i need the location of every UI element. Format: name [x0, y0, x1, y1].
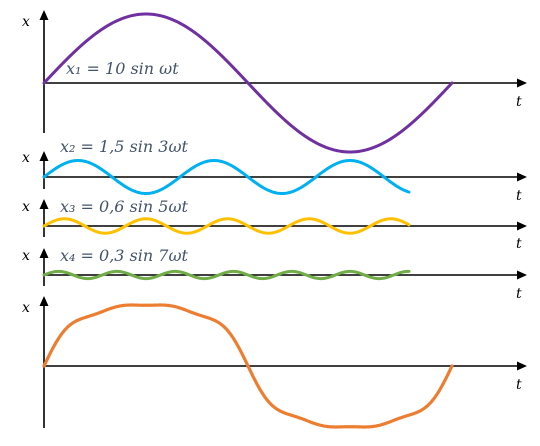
x-axis-arrow-2 — [39, 151, 49, 161]
x-axis-label-5: x — [22, 300, 30, 316]
curve-x2 — [42, 159, 411, 195]
equation-x2: x₂ = 1,5 sin 3ωt — [60, 137, 188, 156]
panel-x4: x t x₄ = 0,3 sin 7ωt — [22, 246, 527, 302]
equation-x4: x₄ = 0,3 sin 7ωt — [60, 246, 188, 265]
t-axis-label-2: t — [516, 188, 522, 204]
x-axis-label-1: x — [22, 14, 30, 30]
t-axis-label-3: t — [516, 236, 522, 252]
curve-x4 — [42, 269, 411, 281]
panel-x3: x t x₃ = 0,6 sin 5ωt — [22, 197, 527, 252]
t-axis-arrow-5 — [517, 361, 527, 371]
x-axis-arrow-3 — [39, 199, 49, 209]
x-axis-arrow-4 — [39, 248, 49, 258]
t-axis-arrow-1 — [517, 78, 527, 88]
t-axis-arrow-2 — [517, 172, 527, 182]
x-axis-label-2: x — [22, 150, 30, 166]
equation-x3: x₃ = 0,6 sin 5ωt — [60, 197, 188, 216]
x-axis-label-4: x — [22, 248, 30, 264]
t-axis-arrow-4 — [517, 270, 527, 280]
curve-x1 — [42, 12, 454, 154]
panel-x1: x t x₁ = 10 sin ωt — [22, 10, 527, 154]
x-axis-label-3: x — [22, 199, 30, 215]
t-axis-label-5: t — [516, 377, 522, 393]
equation-x1: x₁ = 10 sin ωt — [66, 59, 179, 78]
curve-sum — [42, 303, 454, 429]
panel-sum: x t — [22, 296, 527, 429]
panel-x2: x t x₂ = 1,5 sin 3ωt — [22, 137, 527, 204]
t-axis-label-4: t — [516, 286, 522, 302]
t-axis-label-1: t — [516, 94, 522, 110]
curve-x3 — [42, 217, 411, 235]
x-axis-arrow-5 — [39, 296, 49, 306]
t-axis-arrow-3 — [517, 221, 527, 231]
x-axis-arrow-1 — [39, 10, 49, 20]
